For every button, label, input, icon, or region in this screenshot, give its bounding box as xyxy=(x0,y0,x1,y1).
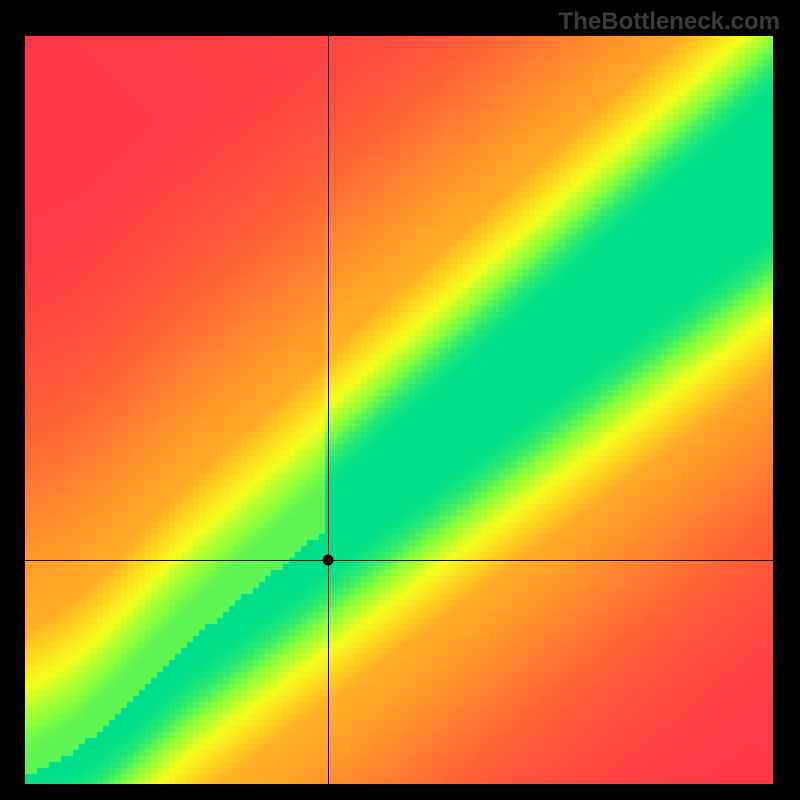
heatmap-plot-area xyxy=(25,36,773,784)
heatmap-canvas xyxy=(25,36,773,784)
watermark-text: TheBottleneck.com xyxy=(559,8,780,36)
crosshair-vertical xyxy=(328,36,329,784)
marker-point xyxy=(322,554,333,565)
crosshair-horizontal xyxy=(25,560,773,561)
chart-container: TheBottleneck.com xyxy=(0,0,800,800)
